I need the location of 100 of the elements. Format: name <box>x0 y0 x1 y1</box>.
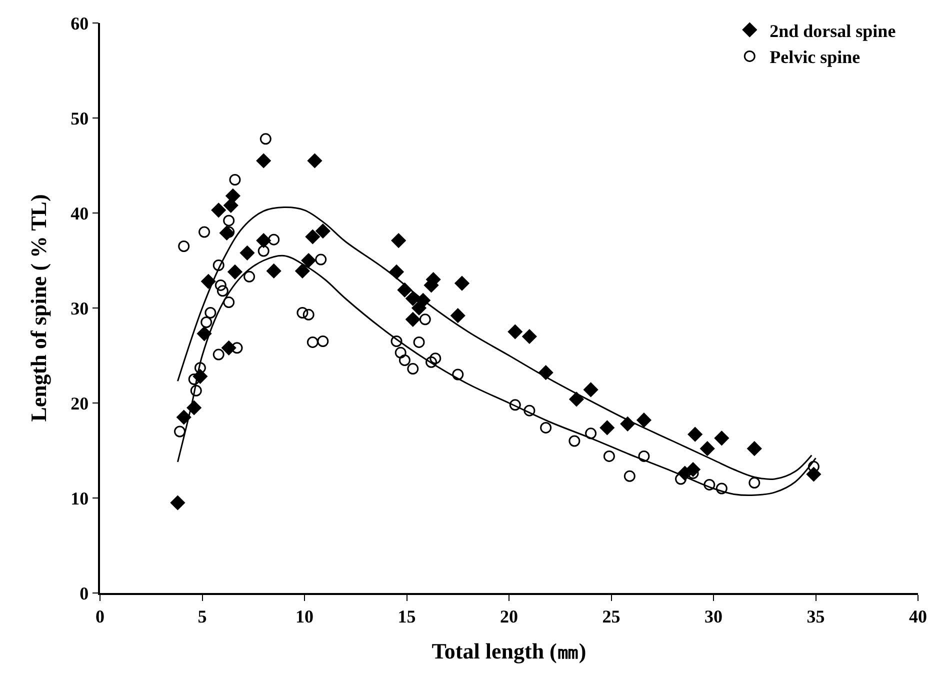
x-tick-label: 35 <box>806 606 825 626</box>
point <box>413 336 425 348</box>
point <box>200 316 212 328</box>
point <box>638 450 650 462</box>
point <box>540 422 552 434</box>
point <box>747 441 762 456</box>
point <box>229 174 241 186</box>
point <box>389 264 404 280</box>
y-tick-label: 50 <box>70 108 89 128</box>
point <box>391 233 406 248</box>
point <box>407 363 419 375</box>
x-tick-label: 40 <box>909 606 927 626</box>
x-axis-title: Total length (㎜) <box>432 638 586 664</box>
point <box>301 253 316 268</box>
point <box>454 276 470 291</box>
point <box>700 441 715 456</box>
point <box>714 430 729 446</box>
point <box>174 426 186 438</box>
x-tick-label: 10 <box>296 606 314 626</box>
point <box>603 450 615 462</box>
point <box>223 214 235 226</box>
point <box>522 329 537 344</box>
y-tick-label: 60 <box>70 13 89 34</box>
point <box>748 477 760 489</box>
point <box>296 307 308 318</box>
point <box>302 308 314 320</box>
point <box>406 312 420 327</box>
point <box>584 382 598 397</box>
point <box>212 348 224 360</box>
point <box>568 435 580 447</box>
point <box>226 188 240 204</box>
point <box>636 412 652 428</box>
point <box>305 230 320 244</box>
point <box>509 399 521 411</box>
point <box>585 428 597 440</box>
y-tick-label: 0 <box>80 583 89 604</box>
x-tick-label: 20 <box>500 606 518 626</box>
point <box>256 154 271 168</box>
legend-label: 2nd dorsal spine <box>770 20 896 41</box>
point <box>188 374 200 385</box>
point <box>600 420 614 435</box>
point <box>214 279 226 291</box>
point <box>307 154 322 168</box>
point <box>240 246 254 260</box>
x-tick-label: 25 <box>602 606 620 626</box>
point <box>260 133 272 145</box>
point <box>194 362 206 374</box>
point <box>315 254 327 266</box>
point <box>222 340 236 356</box>
point <box>688 427 702 442</box>
point <box>211 202 226 218</box>
point <box>266 264 282 278</box>
point <box>176 410 192 424</box>
point <box>198 226 210 238</box>
point <box>212 260 224 271</box>
point <box>216 285 228 297</box>
y-tick-label: 10 <box>70 488 89 508</box>
point <box>394 346 406 358</box>
y-tick-label: 40 <box>70 203 89 224</box>
point <box>190 384 202 396</box>
point <box>170 496 185 510</box>
legend-label: Pelvic spine <box>770 47 860 68</box>
point <box>426 356 438 368</box>
x-tick-label: 5 <box>198 606 207 626</box>
x-tick-label: 15 <box>398 606 416 626</box>
point <box>244 270 256 282</box>
point <box>390 336 402 347</box>
point <box>716 482 728 494</box>
point <box>204 307 216 318</box>
point <box>197 326 212 341</box>
point <box>228 264 242 280</box>
point <box>316 224 330 238</box>
y-tick-label: 20 <box>70 393 89 414</box>
point <box>808 460 820 472</box>
point <box>258 245 270 257</box>
point <box>430 352 442 364</box>
point <box>178 240 190 252</box>
point <box>201 274 216 289</box>
x-tick-label: 0 <box>96 606 104 626</box>
point <box>508 324 522 339</box>
point <box>223 296 235 308</box>
point <box>231 342 243 354</box>
point <box>398 354 410 366</box>
line-series <box>176 254 816 496</box>
y-tick-label: 30 <box>70 298 89 318</box>
point <box>704 478 716 490</box>
point <box>419 314 431 326</box>
point <box>452 368 464 380</box>
point <box>569 392 584 406</box>
point <box>317 336 329 347</box>
point <box>450 308 466 323</box>
point <box>256 233 271 248</box>
point <box>224 198 238 213</box>
point <box>268 234 280 246</box>
x-tick-label: 30 <box>704 606 722 626</box>
point <box>295 264 310 278</box>
point <box>524 404 536 416</box>
point <box>624 470 636 482</box>
point <box>306 336 318 348</box>
y-axis-title: Length of spine ( % TL) <box>26 194 51 422</box>
